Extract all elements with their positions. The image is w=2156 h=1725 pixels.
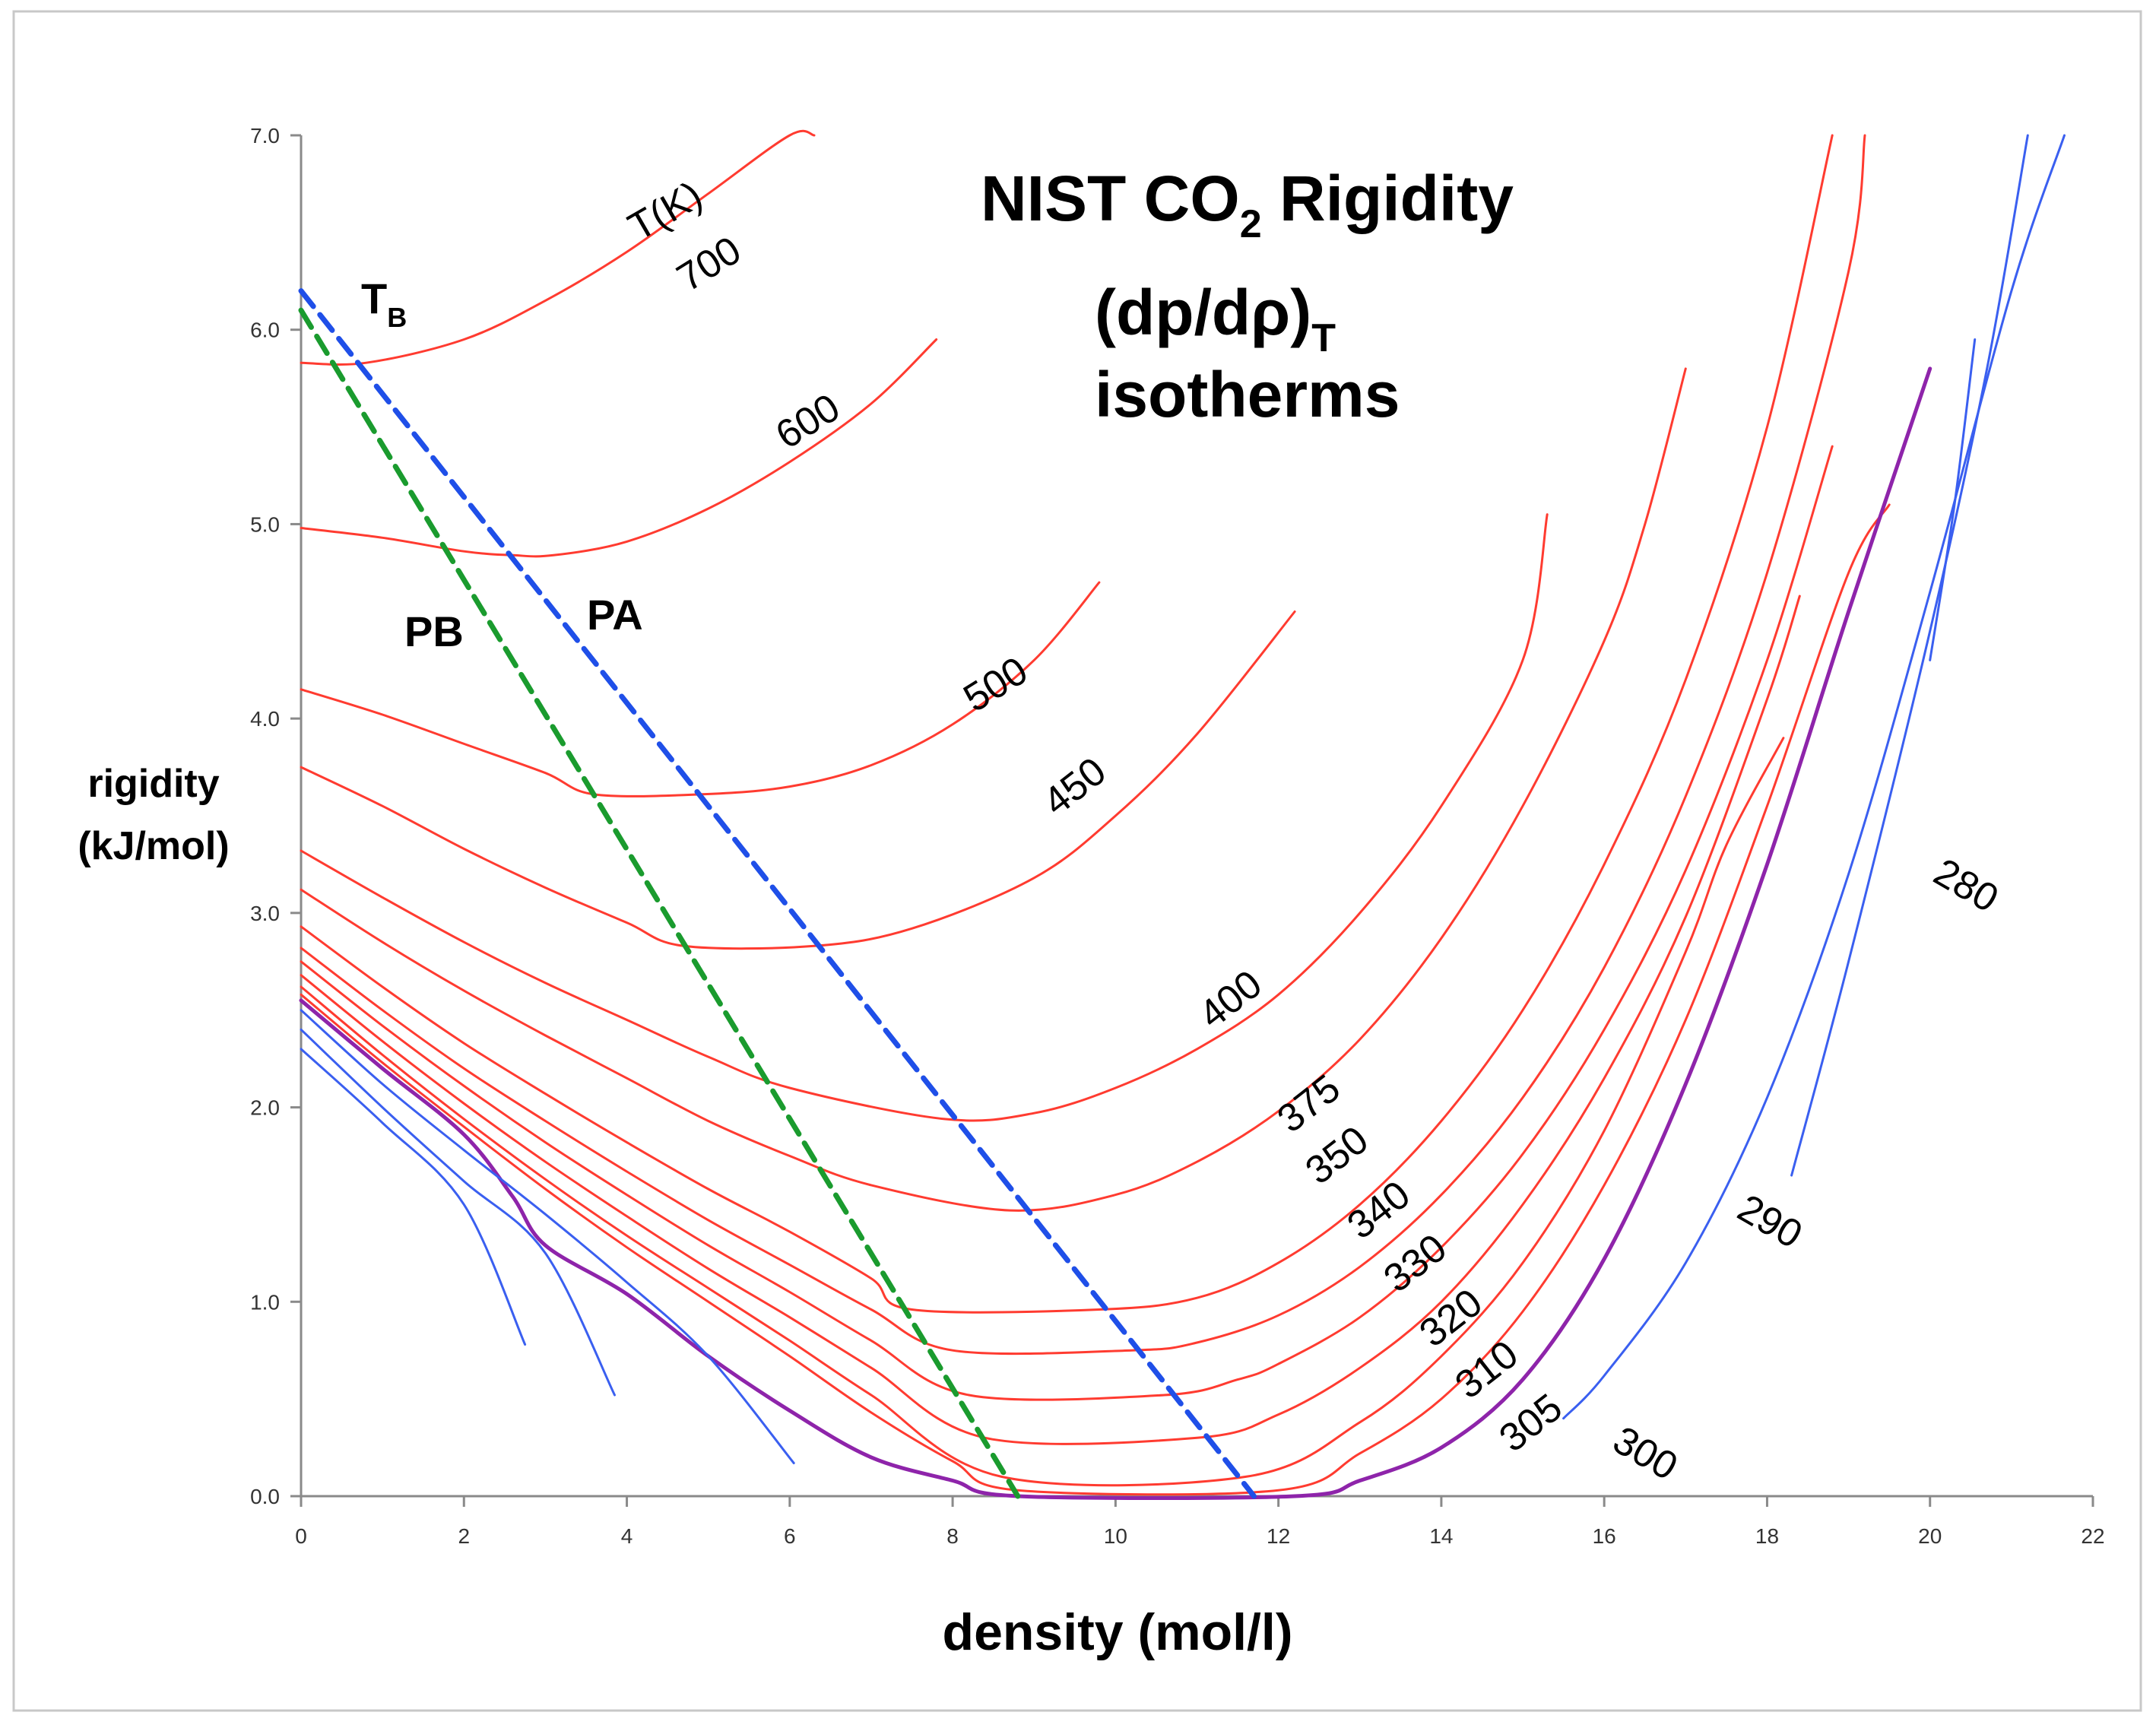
series-290-liquid (1790, 134, 2029, 1177)
series-310 (300, 737, 1785, 1487)
x-tick-label: 20 (1918, 1524, 1942, 1548)
series-300-liquid (1562, 134, 2066, 1420)
x-tick-label: 18 (1755, 1524, 1779, 1548)
pb-label: PB (404, 607, 464, 655)
chart-title-line-2: (dp/dρ)T (1095, 277, 1336, 360)
series-280 (300, 1048, 527, 1346)
x-tick-label: 0 (295, 1524, 307, 1548)
x-tick-label: 12 (1267, 1524, 1290, 1548)
series-320 (300, 595, 1801, 1445)
boyle-sub: B (387, 302, 407, 333)
y-tick-label: 6.0 (250, 319, 280, 342)
isotherm-lines (298, 129, 2066, 1501)
title-main: NIST CO (981, 163, 1240, 234)
series-450 (300, 610, 1296, 950)
x-tick-label: 14 (1429, 1524, 1453, 1548)
boyle-main: T (361, 274, 387, 322)
x-axis-title: density (mol/l) (943, 1603, 1293, 1661)
y-tick-label: 3.0 (250, 902, 280, 925)
x-tick-label: 8 (946, 1524, 959, 1548)
x-tick-label: 10 (1104, 1524, 1127, 1548)
y-axis-title-line-1: rigidity (87, 762, 219, 806)
series-350 (300, 134, 1834, 1314)
chart-frame (12, 10, 2142, 1712)
x-tick-label: 16 (1593, 1524, 1616, 1548)
y-tick-label: 0.0 (250, 1485, 280, 1508)
series-290 (300, 1028, 616, 1397)
series-330 (300, 445, 1834, 1401)
chart-title-line-1: NIST CO2 Rigidity (981, 163, 1514, 246)
series-340 (300, 134, 1866, 1356)
y-tick-label: 2.0 (250, 1096, 280, 1120)
y-tick-label: 4.0 (250, 707, 280, 731)
x-tick-label: 22 (2081, 1524, 2104, 1548)
series-700 (300, 129, 816, 366)
pa-label: PA (587, 591, 643, 639)
y-tick-label: 5.0 (250, 512, 280, 536)
series-280-liquid (1929, 338, 1977, 661)
series-375 (300, 367, 1687, 1212)
chart-title-line-3: isotherms (1095, 359, 1400, 430)
axis-ticks: 0 2 4 6 8 10 12 14 16 18 20 22 0.0 1.0 2.0 3.0 4.0 5.0 6.0… (250, 124, 2105, 1548)
x-tick-label: 2 (458, 1524, 470, 1548)
title-sub-2: 2 (1240, 202, 1262, 246)
title-derivative: (dp/dρ) (1095, 277, 1311, 348)
series-300 (300, 1009, 795, 1464)
x-tick-label: 4 (621, 1524, 633, 1548)
series-PB (298, 307, 1021, 1499)
series-critical (299, 366, 1932, 1501)
series-600 (300, 338, 938, 558)
series-305 (300, 503, 1891, 1496)
boyle-temperature-label: TB (361, 274, 407, 333)
series-500 (300, 581, 1101, 797)
x-tick-label: 6 (784, 1524, 796, 1548)
series-400 (300, 513, 1549, 1122)
y-tick-label: 7.0 (250, 124, 280, 147)
title-rigidity: Rigidity (1262, 163, 1514, 234)
y-axis-title-line-2: (kJ/mol) (78, 824, 229, 868)
title-sub-t: T (1311, 316, 1336, 360)
y-tick-label: 1.0 (250, 1290, 280, 1314)
series-PA (298, 288, 1257, 1499)
